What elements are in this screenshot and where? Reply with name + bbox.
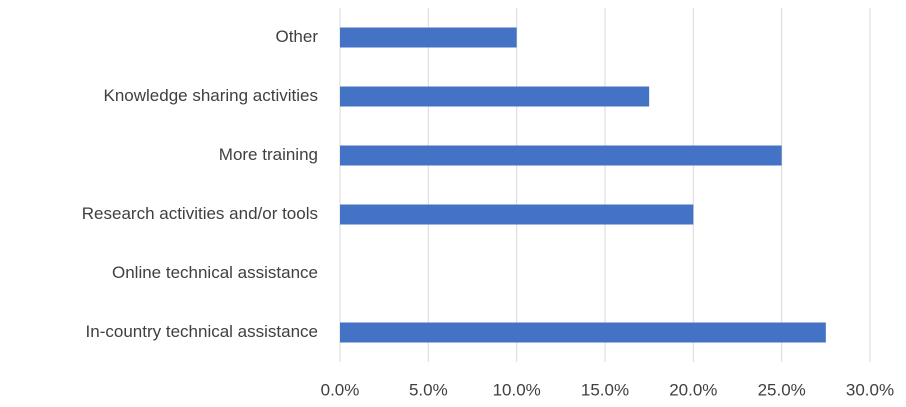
x-tick-label: 5.0% [409,380,448,399]
x-tick-label: 10.0% [493,380,541,399]
y-tick-label: Other [275,27,318,46]
x-tick-label: 25.0% [758,380,806,399]
bar [340,322,826,343]
bar [340,27,517,48]
x-tick-label: 0.0% [321,380,360,399]
y-tick-label: Knowledge sharing activities [103,86,318,105]
bar [340,145,782,166]
y-tick-label: More training [219,145,318,164]
x-tick-label: 30.0% [846,380,894,399]
y-tick-label: Online technical assistance [112,263,318,282]
bar [340,86,650,107]
x-tick-label: 20.0% [669,380,717,399]
bar [340,204,694,225]
y-tick-label: Research activities and/or tools [82,204,318,223]
y-tick-label: In-country technical assistance [86,322,318,341]
x-tick-label: 15.0% [581,380,629,399]
